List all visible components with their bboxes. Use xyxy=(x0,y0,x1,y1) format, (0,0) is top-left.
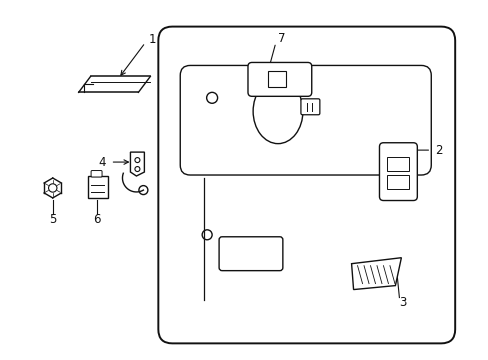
Text: 5: 5 xyxy=(49,213,56,226)
Text: 6: 6 xyxy=(93,213,100,226)
Text: 1: 1 xyxy=(148,33,156,46)
Polygon shape xyxy=(351,258,401,289)
FancyBboxPatch shape xyxy=(180,66,430,175)
FancyBboxPatch shape xyxy=(386,157,408,171)
FancyBboxPatch shape xyxy=(87,176,107,198)
Ellipse shape xyxy=(253,79,302,144)
FancyBboxPatch shape xyxy=(267,71,285,87)
Polygon shape xyxy=(130,152,144,176)
FancyBboxPatch shape xyxy=(386,175,408,189)
FancyBboxPatch shape xyxy=(300,99,319,115)
Text: 2: 2 xyxy=(435,144,442,157)
FancyBboxPatch shape xyxy=(91,171,102,177)
FancyBboxPatch shape xyxy=(379,143,416,201)
Text: 7: 7 xyxy=(278,32,285,45)
Text: 4: 4 xyxy=(99,156,106,168)
FancyBboxPatch shape xyxy=(247,62,311,96)
FancyBboxPatch shape xyxy=(158,27,454,343)
Text: 3: 3 xyxy=(398,296,405,309)
FancyBboxPatch shape xyxy=(219,237,282,271)
